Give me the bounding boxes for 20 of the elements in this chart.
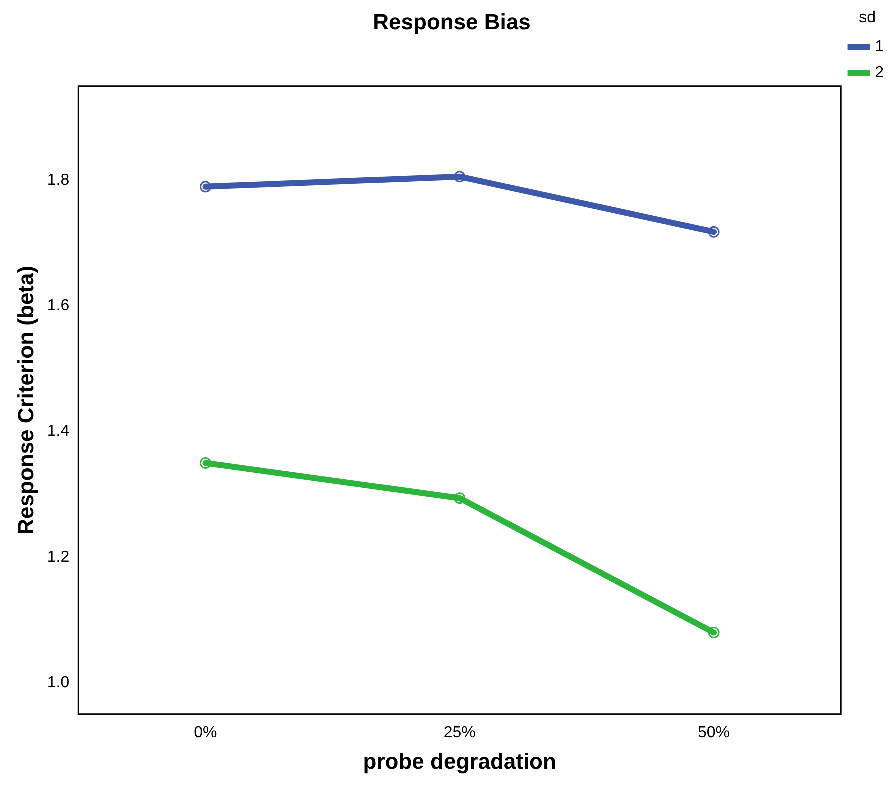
x-tick-label: 50% [698,724,730,742]
point [200,457,212,469]
y-tick-label: 1.0 [47,674,70,692]
point [708,627,720,639]
legend-label: 1 [875,38,884,56]
y-tick-label: 1.6 [47,298,70,315]
point [454,171,466,183]
legend-label: 2 [875,64,884,82]
point [708,226,720,238]
y-tick-label: 1.2 [47,548,70,566]
point [200,181,212,193]
y-axis-title: Response Criterion (beta) [13,266,38,535]
point [454,492,466,504]
x-tick-label: 0% [194,724,218,742]
x-axis-title: probe degradation [363,748,556,774]
chart-title: Response Bias [373,9,531,34]
legend-title: sd [859,9,876,26]
y-tick-label: 1.4 [47,423,70,440]
x-tick-label: 25% [444,724,476,742]
y-tick-label: 1.8 [47,172,70,190]
